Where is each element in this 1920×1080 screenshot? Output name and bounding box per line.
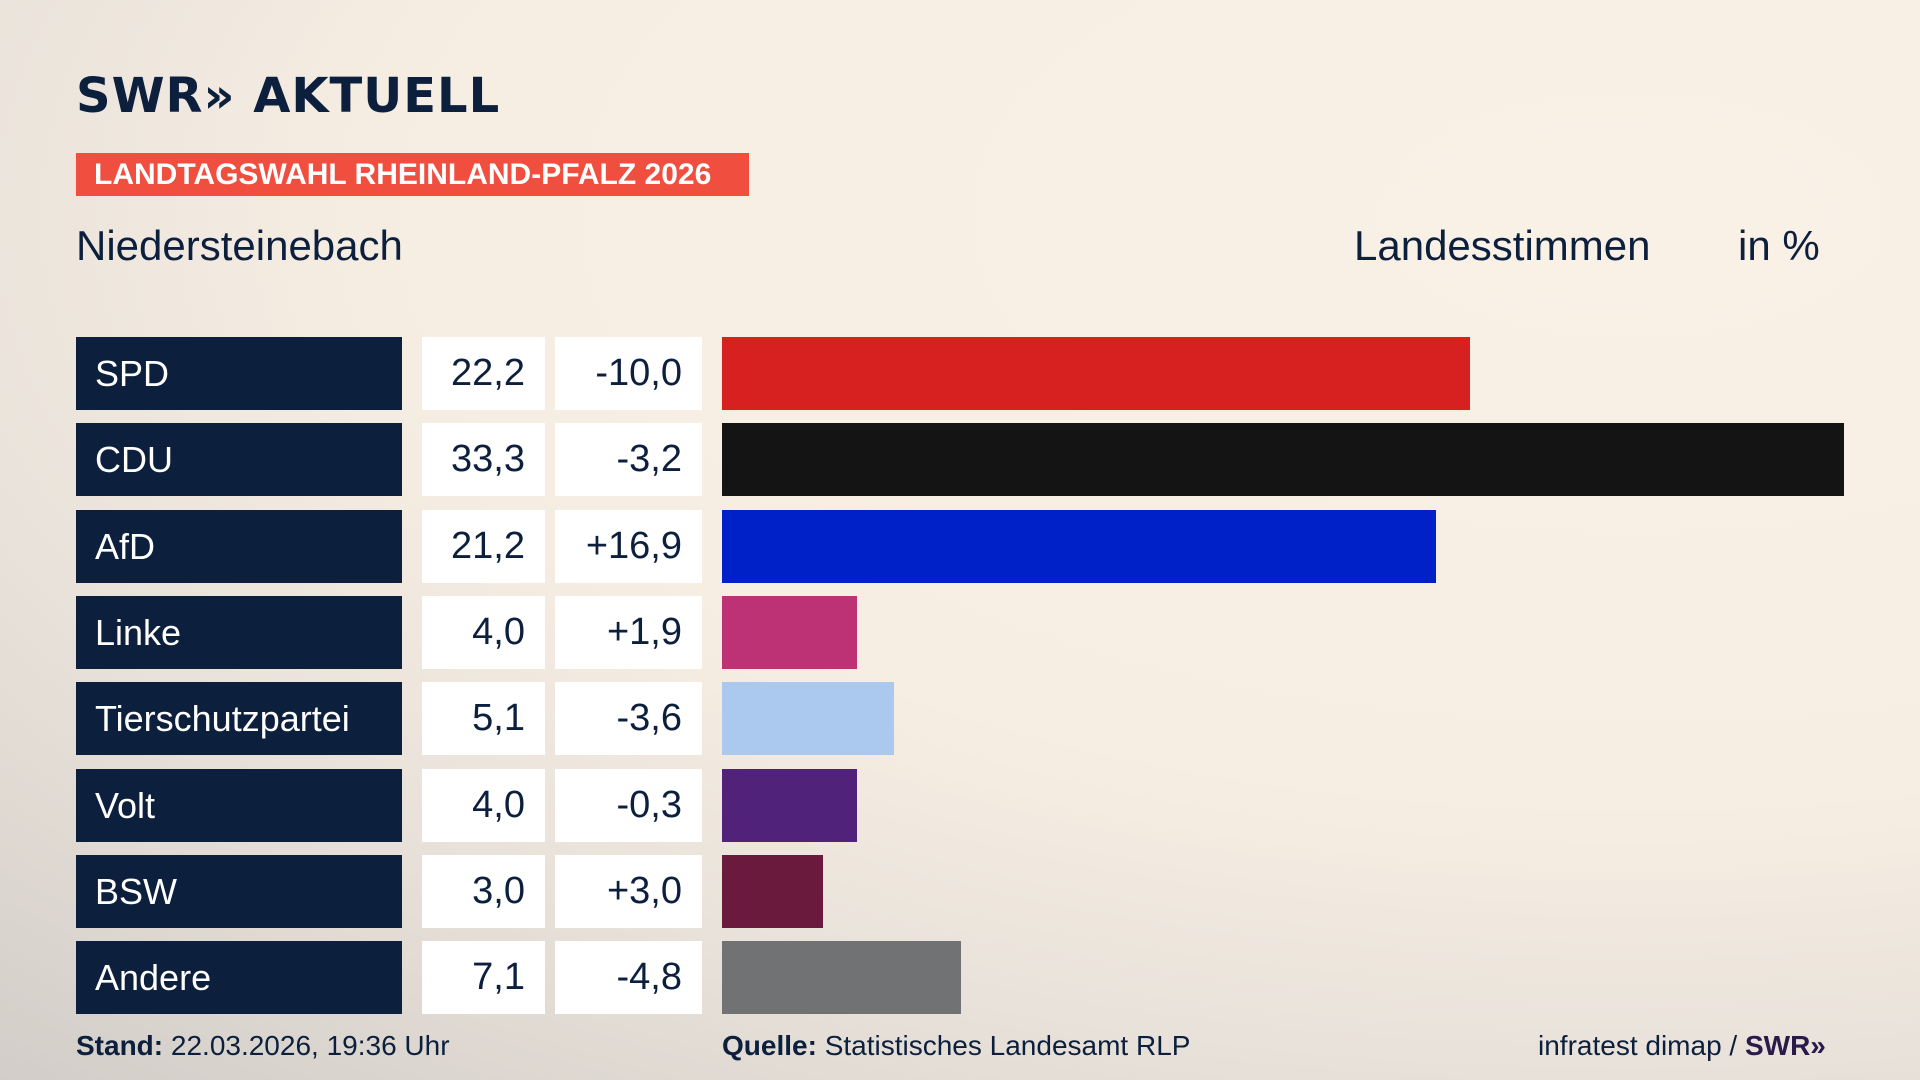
bar <box>722 337 1470 410</box>
change-label: -4,8 <box>555 941 702 1015</box>
party-label: CDU <box>76 423 402 497</box>
election-banner: LANDTAGSWAHL RHEINLAND-PFALZ 2026 <box>76 153 749 196</box>
value-label: 4,0 <box>422 768 545 842</box>
party-label: Linke <box>76 595 402 669</box>
value-label: 7,1 <box>422 941 545 1015</box>
stand-value: 22.03.2026, 19:36 Uhr <box>170 1030 450 1061</box>
party-label: AfD <box>76 509 402 583</box>
value-label: 4,0 <box>422 595 545 669</box>
measure-label: Landesstimmen <box>1354 222 1651 269</box>
value-label: 3,0 <box>422 854 545 928</box>
change-label: -0,3 <box>555 768 702 842</box>
change-label: -3,6 <box>555 682 702 756</box>
change-label: +16,9 <box>555 509 702 583</box>
bar <box>722 595 857 669</box>
source-value: Statistisches Landesamt RLP <box>824 1030 1191 1061</box>
party-label: BSW <box>76 854 402 928</box>
party-label: Andere <box>76 941 402 1015</box>
party-label: Volt <box>76 768 402 842</box>
place-title: Niedersteinebach <box>76 222 403 269</box>
source: Quelle: Statistisches Landesamt RLP <box>722 1030 1190 1062</box>
timestamp: Stand: 22.03.2026, 19:36 Uhr <box>76 1030 450 1062</box>
value-label: 22,2 <box>422 337 545 410</box>
bar <box>722 941 962 1015</box>
party-label: SPD <box>76 337 402 410</box>
stand-label: Stand: <box>76 1030 164 1061</box>
credit-text: infratest dimap / <box>1538 1030 1738 1061</box>
bar <box>722 509 1437 583</box>
swr-aktuell-logo: SWR» AKTUELL <box>76 68 501 124</box>
value-label: 21,2 <box>422 509 545 583</box>
party-label: Tierschutzpartei <box>76 682 402 756</box>
change-label: +3,0 <box>555 854 702 928</box>
bar <box>722 854 824 928</box>
credit: infratest dimap / SWR» <box>1538 1030 1826 1062</box>
bar <box>722 682 894 756</box>
change-label: +1,9 <box>555 595 702 669</box>
source-label: Quelle: <box>722 1030 817 1061</box>
change-label: -3,2 <box>555 423 702 497</box>
swr-brand-logo: SWR» <box>1744 1030 1826 1061</box>
bar <box>722 423 1844 497</box>
change-label: -10,0 <box>555 337 702 410</box>
bar <box>722 768 857 842</box>
value-label: 5,1 <box>422 682 545 756</box>
value-label: 33,3 <box>422 423 545 497</box>
unit-label: in % <box>1738 222 1820 269</box>
